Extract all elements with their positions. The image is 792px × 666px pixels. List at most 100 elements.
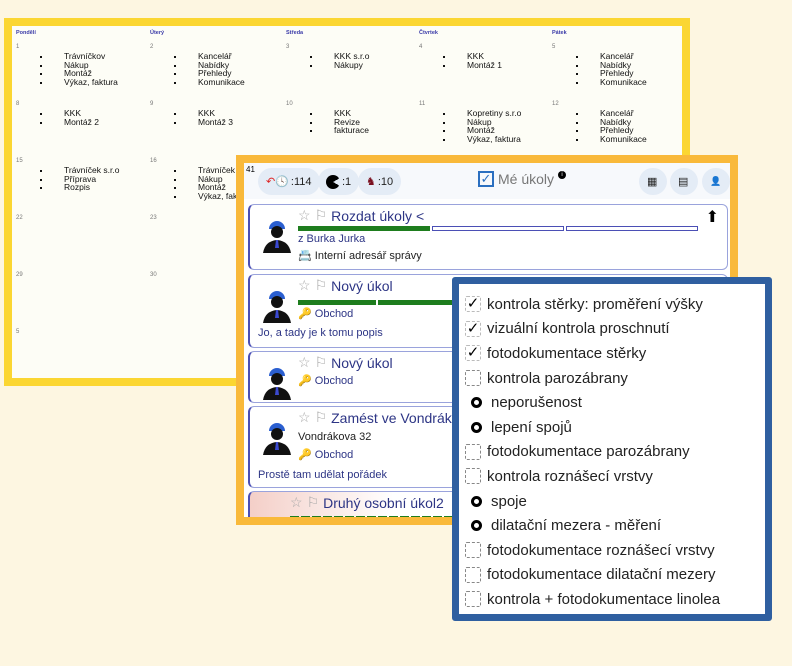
flag-icon[interactable]: ⚐	[314, 409, 328, 425]
flag-icon[interactable]: ⚐	[314, 277, 328, 293]
user-gear-icon: 👤	[710, 176, 722, 186]
calendar-day[interactable]: 10 KKK Revize fakturace	[286, 101, 420, 158]
day-item: fakturace	[310, 126, 369, 135]
calendar-day[interactable]: 1 Trávníčkov Nákup Montáž Výkaz, faktura	[16, 44, 150, 101]
info-icon[interactable]: i	[558, 171, 567, 179]
unchecked-checkbox[interactable]	[465, 591, 481, 608]
day-number: 15	[16, 158, 23, 164]
day-items: KKK Montáž 1	[443, 52, 502, 69]
checklist-item[interactable]: kontrola + fotodokumentace linolea	[459, 587, 765, 612]
checklist-item[interactable]: ✓ kontrola stěrky: proměření výšky	[465, 295, 703, 313]
calendar-day[interactable]: 12 Kancelář Nabídky Přehledy Komunikace	[552, 101, 686, 158]
up-arrow-icon[interactable]: ⬆	[705, 209, 719, 226]
day-item: Trávníčkov	[40, 52, 118, 61]
flag-icon[interactable]: ⚐	[314, 354, 328, 370]
horse-filter-button[interactable]: ♞:10	[358, 168, 402, 195]
checked-checkbox[interactable]: ✓	[465, 295, 481, 313]
calendar-day[interactable]: 5	[16, 329, 150, 386]
checklist-item[interactable]: neporušenost	[459, 390, 765, 415]
calendar-day[interactable]: 5 Kancelář Nabídky Přehledy Komunikace	[552, 44, 686, 101]
day-item: Výkaz, faktura	[40, 77, 118, 87]
task-card[interactable]: ☆ ⚐ Rozdat úkoly < z Burka Jurka 📇 Interní…	[248, 204, 728, 270]
star-icon[interactable]: ☆	[298, 409, 311, 425]
overdue-filter-button[interactable]: ↶🕓:114	[258, 168, 320, 195]
checklist-item[interactable]: ✓ vizuální kontrola proschnutí	[465, 319, 670, 338]
calendar-day[interactable]: 23	[150, 215, 284, 272]
day-header: Středa	[286, 30, 304, 36]
calendar-day[interactable]: 22	[16, 215, 150, 272]
task-description: Prostě tam udělat pořádek	[258, 469, 388, 481]
grid-checklist-icon: ▦	[647, 176, 658, 188]
unchecked-checkbox[interactable]	[465, 542, 481, 559]
flag-icon[interactable]: ⚐	[314, 207, 328, 223]
task-title-row: ☆ ⚐ Druhý osobní úkol2	[290, 494, 444, 511]
calendar-day[interactable]: 11 Kopretiny s.r.o Nákup Montáž Výkaz, faktu…	[419, 101, 553, 158]
checklist-item[interactable]: ✓ fotodokumentace stěrky	[465, 344, 647, 362]
day-number: 1	[16, 44, 20, 50]
calendar-day[interactable]: 4 KKK Montáž 1	[419, 44, 553, 101]
checklist-item[interactable]: fotodokumentace roznášecí vrstvy	[459, 538, 765, 563]
day-items: KKK s.r.o Nákupy	[310, 52, 369, 69]
day-item: Montáž	[40, 69, 118, 78]
calendar-day[interactable]: 2 Kancelář Nabídky Přehledy Komunikace	[150, 44, 284, 101]
checked-checkbox[interactable]: ✓	[465, 344, 481, 362]
day-item: KKK	[443, 52, 502, 61]
day-item: Výkaz, faktura	[443, 134, 521, 144]
calendar-day[interactable]: 3 KKK s.r.o Nákupy	[286, 44, 420, 101]
checklist-item[interactable]: fotodokumentace dilatační mezery	[459, 563, 765, 588]
calendar-day[interactable]: 29	[16, 272, 150, 329]
calendar-day[interactable]: 9 KKK Montáž 3	[150, 101, 284, 158]
day-number: 9	[150, 101, 154, 107]
day-items: Kopretiny s.r.o Nákup Montáž Výkaz, faktura	[443, 109, 521, 143]
day-items: KKK Montáž 2	[40, 109, 99, 126]
checklist-item[interactable]: lepení spojů	[459, 415, 765, 440]
unchecked-checkbox[interactable]	[465, 468, 481, 485]
day-number: 30	[150, 272, 157, 278]
unchecked-checkbox[interactable]	[465, 566, 481, 583]
day-items: Kancelář Nabídky Přehledy Komunikace	[576, 52, 647, 86]
grid-view-button[interactable]: ▦	[639, 168, 667, 195]
task-category: 🔑 Obchod	[298, 449, 354, 461]
checklist-item[interactable]: kontrola parozábrany	[459, 366, 765, 391]
list-view-button[interactable]: ▤	[670, 168, 698, 195]
folder-key-icon: 🔑	[298, 308, 312, 320]
calendar-day[interactable]: 8 KKK Montáž 2	[16, 101, 150, 158]
task-category: 🔑 Obchod	[298, 375, 354, 387]
checkbox-icon: ✓	[478, 171, 494, 187]
day-number: 11	[419, 101, 426, 107]
bullet-icon	[471, 421, 482, 433]
day-items: Kancelář Nabídky Přehledy Komunikace	[576, 109, 647, 143]
pacman-filter-button[interactable]: :1	[318, 168, 360, 195]
checklist-item[interactable]: fotodokumentace parozábrany	[459, 440, 765, 465]
star-icon[interactable]: ☆	[290, 494, 303, 510]
day-number: 10	[286, 101, 293, 107]
calendar-day[interactable]: 16 Trávníček s Nákup Montáž Výkaz, fakt	[150, 158, 284, 215]
day-number: 2	[150, 44, 154, 50]
user-settings-button[interactable]: 👤	[702, 168, 730, 195]
calendar-day[interactable]: 15 Trávníček s.r.o Příprava Rozpis	[16, 158, 150, 215]
unchecked-checkbox[interactable]	[465, 443, 481, 460]
day-item: KKK s.r.o	[310, 52, 369, 61]
worker-avatar	[262, 366, 292, 400]
checklist-item[interactable]: spoje	[459, 489, 765, 514]
checked-checkbox[interactable]: ✓	[465, 319, 481, 337]
calendar-day[interactable]: 30	[150, 272, 284, 329]
day-item: Nabídky	[576, 117, 647, 127]
flag-icon[interactable]: ⚐	[306, 494, 320, 510]
star-icon[interactable]: ☆	[298, 207, 311, 223]
star-icon[interactable]: ☆	[298, 277, 311, 293]
checklist-item[interactable]: kontrola roznášecí vrstvy	[459, 464, 765, 489]
pacman-icon	[326, 174, 340, 189]
worker-avatar	[262, 219, 292, 253]
folder-key-icon: 🔑	[298, 449, 312, 461]
unchecked-checkbox[interactable]	[465, 370, 481, 387]
task-category: 🔑 Obchod	[298, 308, 354, 320]
day-item: Přehledy	[576, 69, 647, 78]
day-item: Komunikace	[576, 77, 647, 87]
day-header: Úterý	[150, 30, 165, 36]
address-book-link[interactable]: 📇 Interní adresář správy	[298, 250, 422, 262]
star-icon[interactable]: ☆	[298, 354, 311, 370]
day-item: KKK	[174, 109, 233, 118]
checklist-item[interactable]: dilatační mezera - měření	[459, 513, 765, 538]
day-item: Příprava	[40, 174, 119, 184]
